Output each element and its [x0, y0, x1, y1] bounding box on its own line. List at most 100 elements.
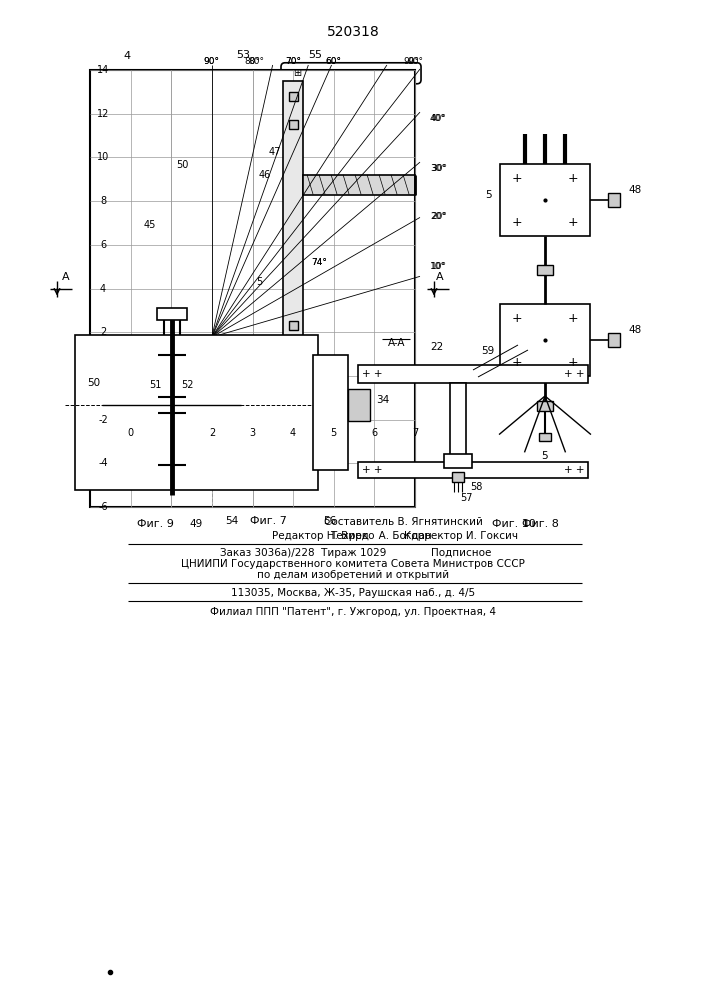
Text: 56: 56: [323, 516, 337, 526]
Text: 60°: 60°: [326, 57, 341, 66]
Text: 14: 14: [97, 65, 109, 75]
Text: 5: 5: [542, 451, 549, 461]
Text: 34: 34: [376, 395, 390, 405]
Text: 2: 2: [100, 327, 106, 337]
Bar: [500, 304, 590, 376]
Text: Филиал ППП "Патент", г. Ужгород, ул. Проектная, 4: Филиал ППП "Патент", г. Ужгород, ул. Про…: [210, 607, 496, 617]
Circle shape: [527, 182, 563, 218]
Bar: [444, 454, 472, 468]
Text: 54: 54: [226, 516, 239, 526]
Bar: [608, 333, 620, 347]
Text: +: +: [568, 216, 578, 229]
Text: 20°: 20°: [431, 212, 447, 221]
FancyBboxPatch shape: [281, 63, 421, 84]
FancyBboxPatch shape: [273, 486, 415, 507]
Bar: [452, 472, 464, 482]
Text: 74°: 74°: [312, 258, 327, 267]
Text: 8: 8: [100, 196, 106, 206]
Text: Фиг. 9: Фиг. 9: [136, 519, 173, 529]
Polygon shape: [200, 337, 224, 348]
Text: +: +: [512, 356, 522, 368]
Bar: [608, 193, 620, 207]
Bar: [288, 321, 298, 330]
Bar: [500, 164, 590, 236]
Bar: [288, 120, 298, 129]
Text: 30°: 30°: [430, 164, 446, 173]
Text: по делам изобретений и открытий: по делам изобретений и открытий: [257, 570, 449, 580]
Text: 4: 4: [124, 51, 131, 61]
Text: 59: 59: [481, 346, 495, 356]
Text: +: +: [568, 172, 578, 184]
Text: +: +: [512, 216, 522, 229]
Bar: [537, 401, 553, 411]
Text: Составитель В. Ягнятинский: Составитель В. Ягнятинский: [324, 517, 482, 527]
Text: A: A: [62, 271, 70, 282]
Text: 49: 49: [189, 519, 203, 529]
Text: +: +: [512, 312, 522, 324]
Text: 7: 7: [412, 428, 418, 438]
Text: Редактор Н. Вирко: Редактор Н. Вирко: [271, 531, 374, 541]
Text: +: +: [568, 312, 578, 324]
Text: -6: -6: [98, 502, 107, 512]
Text: 60°: 60°: [326, 57, 341, 66]
Text: 2: 2: [209, 428, 215, 438]
Bar: [358, 365, 588, 383]
Text: Техред   А. Богдан: Техред А. Богдан: [330, 531, 432, 541]
Text: 5: 5: [256, 277, 262, 287]
Text: 74°: 74°: [312, 258, 327, 267]
Text: 47: 47: [269, 147, 281, 157]
Text: 90°: 90°: [204, 57, 220, 66]
Text: +: +: [568, 356, 578, 368]
Circle shape: [538, 193, 552, 207]
Text: + +: + +: [563, 369, 584, 379]
Text: 48: 48: [628, 185, 641, 195]
Text: 20°: 20°: [430, 212, 446, 221]
Text: 0: 0: [127, 428, 134, 438]
Text: 22: 22: [431, 342, 443, 352]
Text: 90°: 90°: [403, 57, 419, 66]
Text: 3: 3: [250, 428, 255, 438]
Text: 70°: 70°: [285, 57, 301, 66]
Text: Заказ 3036а)/228  Тираж 1029: Заказ 3036а)/228 Тираж 1029: [220, 548, 386, 558]
Bar: [288, 476, 298, 485]
Text: 12: 12: [97, 109, 109, 119]
Bar: [358, 462, 588, 478]
Text: 5: 5: [486, 190, 492, 200]
Text: 45: 45: [144, 220, 156, 230]
Text: 113035, Москва, Ж-35, Раушская наб., д. 4/5: 113035, Москва, Ж-35, Раушская наб., д. …: [231, 588, 475, 598]
Text: 80°: 80°: [245, 57, 260, 66]
Text: 6: 6: [100, 240, 106, 250]
Text: -4: -4: [98, 458, 107, 468]
Bar: [539, 433, 551, 441]
Circle shape: [527, 322, 563, 358]
Text: Фиг. 8: Фиг. 8: [522, 519, 559, 529]
Text: Фиг. 10: Фиг. 10: [492, 519, 536, 529]
Text: 10°: 10°: [431, 262, 447, 271]
Text: 48: 48: [628, 325, 641, 335]
Text: 30°: 30°: [431, 164, 447, 173]
Text: Корректор И. Гоксич: Корректор И. Гоксич: [404, 531, 518, 541]
Bar: [537, 265, 553, 275]
Text: 6: 6: [371, 428, 378, 438]
Text: 55: 55: [308, 50, 322, 60]
Text: ЦНИИПИ Государственного комитета Совета Министров СССР: ЦНИИПИ Государственного комитета Совета …: [181, 559, 525, 569]
Bar: [75, 335, 318, 490]
Text: 10: 10: [97, 152, 109, 162]
Text: 50: 50: [176, 160, 188, 170]
Text: 90°: 90°: [204, 57, 220, 66]
Text: 40°: 40°: [430, 114, 446, 123]
Text: 52: 52: [182, 380, 194, 390]
Text: 520318: 520318: [327, 25, 380, 39]
Text: 50: 50: [87, 378, 100, 388]
Text: + +: + +: [563, 465, 584, 475]
Text: A-A: A-A: [388, 338, 406, 348]
Text: + +: + +: [362, 465, 382, 475]
Text: ⊞: ⊞: [293, 68, 301, 78]
Bar: [450, 383, 466, 462]
Text: 58: 58: [470, 482, 482, 492]
Text: 4: 4: [290, 428, 296, 438]
Bar: [156, 308, 187, 320]
Text: -2: -2: [98, 415, 108, 425]
Text: 5: 5: [331, 428, 337, 438]
Text: Фиг. 7: Фиг. 7: [250, 516, 286, 526]
